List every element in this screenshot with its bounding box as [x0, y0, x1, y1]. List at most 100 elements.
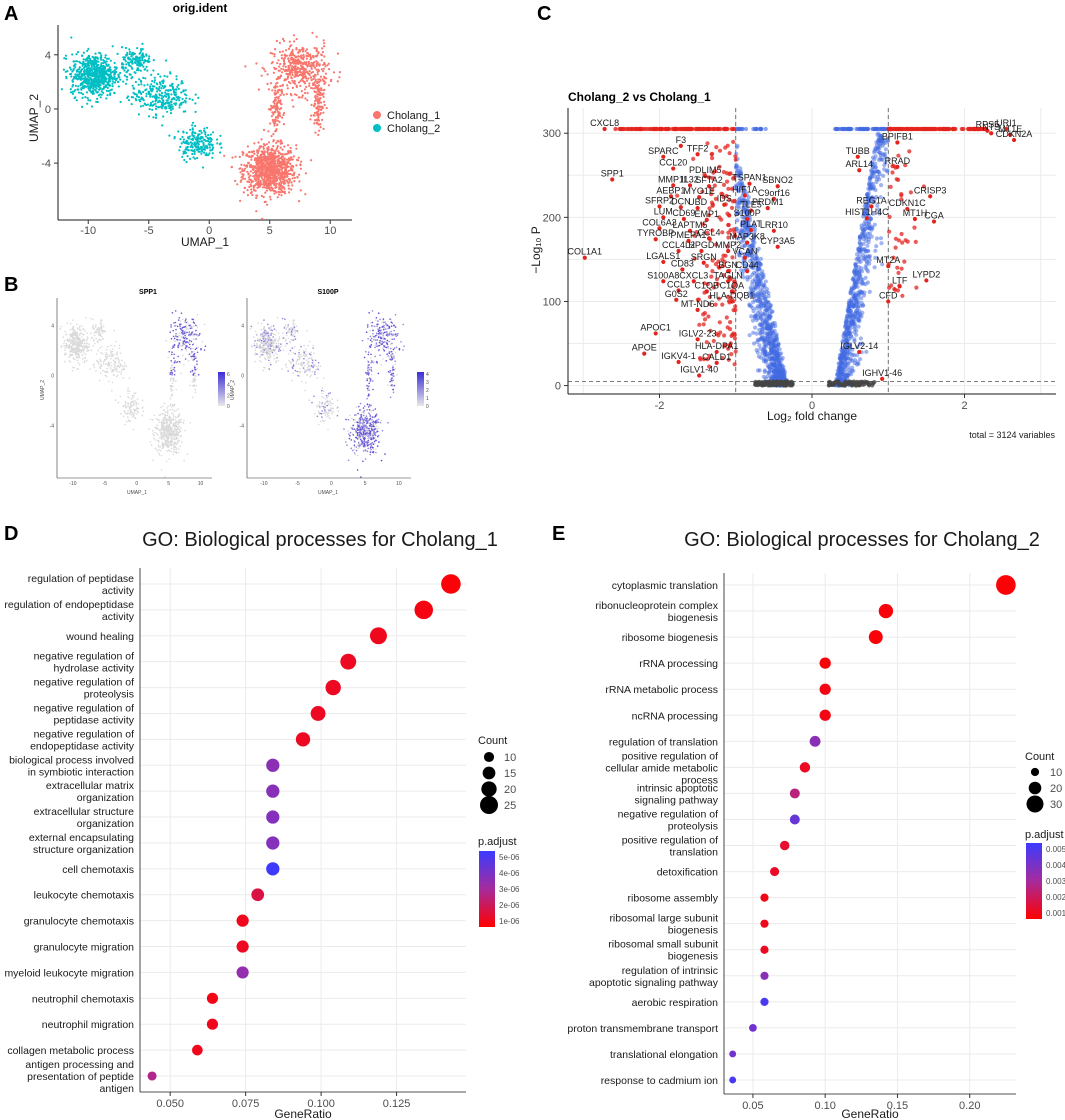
umap-point — [130, 66, 133, 70]
feature-point — [80, 336, 83, 338]
feature-point — [353, 444, 356, 447]
feature-point — [193, 342, 195, 345]
umap-point — [322, 111, 325, 114]
feature-point — [173, 353, 175, 356]
umap-point — [284, 65, 287, 68]
feature-point — [76, 359, 79, 362]
feature-point — [77, 328, 79, 330]
feature-point — [102, 329, 104, 332]
umap-point — [293, 75, 296, 78]
umap-point — [80, 68, 84, 71]
feature-point — [104, 374, 107, 377]
feature-point — [98, 330, 101, 332]
feature-point — [100, 325, 102, 327]
umap-point — [242, 177, 245, 180]
umap-point — [327, 62, 330, 65]
feature-point — [366, 326, 369, 328]
umap-point — [259, 174, 262, 177]
feature-point — [73, 340, 75, 342]
feature-point — [192, 347, 194, 350]
feature-point — [398, 348, 401, 351]
umap-ytick-label: -4 — [41, 158, 51, 170]
umap-point — [241, 173, 244, 176]
feature-point — [182, 354, 184, 357]
umap-point — [323, 42, 326, 45]
umap-point — [204, 139, 207, 143]
umap-point — [96, 91, 99, 94]
umap-point — [276, 146, 279, 150]
umap-point — [305, 54, 308, 57]
umap-point — [267, 184, 270, 187]
umap-point — [252, 184, 255, 187]
umap-point — [139, 62, 142, 65]
umap-point — [315, 47, 318, 50]
feature-point — [172, 422, 175, 425]
umap-point — [113, 73, 116, 76]
umap-point — [208, 152, 211, 155]
feature-point — [179, 445, 182, 447]
umap-point — [315, 68, 318, 71]
umap-point — [88, 82, 91, 85]
umap-point — [143, 84, 146, 87]
umap-point — [194, 102, 197, 105]
feature-point — [186, 345, 188, 347]
umap-point — [300, 90, 303, 93]
feature-point — [353, 445, 356, 448]
umap-point — [83, 63, 87, 66]
umap-point — [178, 99, 181, 102]
feature-point — [374, 415, 377, 418]
umap-point — [274, 186, 277, 189]
feature-point — [167, 412, 169, 415]
umap-point — [306, 71, 309, 74]
umap-point — [137, 59, 140, 63]
feature-point — [130, 410, 132, 413]
umap-point — [239, 199, 242, 202]
feature-point — [174, 433, 177, 436]
umap-point — [292, 174, 295, 177]
umap-point — [299, 167, 302, 170]
umap-point — [307, 77, 310, 80]
umap-point — [313, 73, 317, 76]
feature-point — [120, 412, 122, 415]
umap-point — [291, 73, 294, 77]
umap-point — [289, 172, 292, 176]
umap-point — [181, 82, 184, 85]
umap-point — [155, 105, 158, 108]
feature-point — [159, 413, 161, 416]
feature-point — [80, 351, 82, 354]
feature-point — [392, 391, 395, 394]
feature-point — [100, 321, 102, 323]
umap-point — [288, 60, 291, 63]
feature-point — [373, 433, 376, 435]
umap-point — [247, 172, 250, 175]
umap-point — [292, 105, 295, 108]
umap-point — [184, 148, 187, 151]
umap-point — [239, 171, 242, 174]
umap-point — [89, 77, 92, 80]
umap-point — [146, 69, 149, 72]
umap-point — [251, 165, 254, 168]
feature-point — [367, 374, 370, 376]
umap-point — [135, 95, 139, 98]
umap-point — [323, 55, 326, 58]
umap-point — [273, 154, 276, 157]
umap-point — [283, 175, 286, 178]
feature-point — [368, 389, 371, 392]
feature-point — [172, 335, 175, 338]
feature-point — [353, 452, 356, 454]
feature-point — [184, 358, 187, 360]
feature-point — [190, 352, 193, 355]
umap-point — [163, 74, 166, 78]
feature-point — [178, 343, 181, 345]
umap-point — [257, 178, 260, 181]
feature-point — [171, 412, 173, 415]
feature-point — [178, 451, 180, 454]
feature-point — [157, 452, 160, 454]
feature-point — [170, 420, 173, 422]
feature-point — [174, 321, 177, 324]
umap-point — [278, 170, 281, 173]
feature-point — [185, 328, 188, 331]
feature-point — [203, 323, 206, 326]
umap-point — [200, 131, 203, 134]
umap-point — [279, 191, 282, 194]
